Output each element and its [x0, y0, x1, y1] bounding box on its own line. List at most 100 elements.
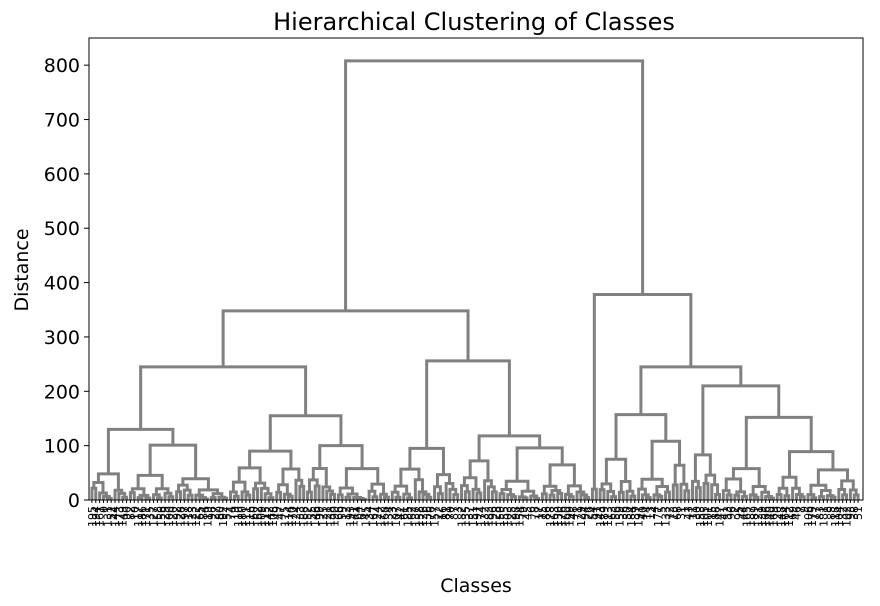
x-tick-label: 78: [529, 506, 542, 520]
x-tick-label: 8: [821, 506, 834, 513]
dendrogram-link-153: [694, 486, 702, 500]
x-tick-label: 24: [371, 506, 384, 520]
x-tick-label: 173: [113, 506, 126, 527]
x-tick-label: 80: [213, 506, 226, 520]
dendrogram-link-155: [702, 481, 710, 500]
dendrogram-link-76: [139, 365, 308, 430]
x-tick-label: 181: [817, 506, 830, 527]
x-tick-label: 11: [687, 506, 700, 520]
dendrogram-link-60: [311, 466, 328, 487]
x-tick-label: 65: [194, 506, 207, 520]
x-tick-label: 50: [621, 506, 634, 520]
x-tick-label: 4: [648, 506, 661, 513]
x-tick-label: 48: [567, 506, 580, 520]
x-tick-label: 139: [756, 506, 769, 527]
x-tick-label: 35: [144, 506, 157, 520]
dendrogram-link-179: [781, 475, 798, 489]
chart-title: Hierarchical Clustering of Classes: [273, 8, 675, 36]
x-tick-label: 137: [409, 506, 422, 527]
x-tick-label: 116: [244, 506, 257, 527]
x-tick-label: 81: [440, 506, 453, 520]
x-tick-label: 100: [163, 506, 176, 527]
dendrogram-link-124: [548, 463, 576, 487]
x-tick-label: 179: [806, 506, 819, 527]
x-tick-label: 109: [255, 506, 268, 527]
x-tick-label: 196: [486, 506, 499, 527]
x-tick-label: 96: [725, 506, 738, 520]
x-tick-label: 98: [205, 506, 218, 520]
x-tick-label: 149: [117, 506, 130, 527]
x-tick-label: 54: [586, 506, 599, 520]
x-tick-label: 190: [328, 506, 341, 527]
dendrogram-link-147: [671, 483, 679, 500]
x-tick-label: 47: [275, 506, 288, 520]
dendrogram-link-35: [232, 494, 240, 500]
x-tick-label: 170: [286, 506, 299, 527]
x-tick-label: 44: [737, 506, 750, 520]
x-tick-label: 77: [810, 506, 823, 520]
x-tick-label: 140: [764, 506, 777, 527]
x-tick-label: 168: [379, 506, 392, 527]
dendrogram-link-89: [452, 493, 460, 500]
x-tick-label: 23: [386, 506, 399, 520]
dendrogram-link-187: [841, 493, 849, 500]
dendrogram-link-50: [298, 484, 306, 500]
dendrogram-link-193: [788, 450, 835, 478]
x-axis: 1951941610131521441731499082101171861713…: [86, 500, 865, 527]
dendrogram-link-40: [252, 487, 259, 500]
y-axis-label: Distance: [11, 228, 33, 311]
x-tick-label: 125: [317, 506, 330, 527]
x-tick-label: 194: [90, 506, 103, 527]
dendrogram-link-130: [598, 488, 606, 500]
x-tick-label: 83: [814, 506, 827, 520]
x-tick-label: 191: [633, 506, 646, 527]
x-tick-label: 45: [521, 506, 534, 520]
x-tick-label: 106: [802, 506, 815, 527]
x-tick-label: 159: [613, 506, 626, 527]
x-tick-label: 165: [740, 506, 753, 527]
x-tick-label: 158: [413, 506, 426, 527]
x-tick-label: 46: [790, 506, 803, 520]
x-tick-label: 145: [359, 506, 372, 527]
x-tick-label: 121: [752, 506, 765, 527]
dendrogram-link-87: [436, 492, 444, 500]
x-tick-label: 111: [240, 506, 253, 527]
x-tick-label: 195: [86, 506, 99, 527]
x-tick-label: 97: [471, 506, 484, 520]
x-tick-label: 186: [136, 506, 149, 527]
dendrogram-link-94: [463, 490, 471, 500]
x-tick-label: 115: [259, 506, 272, 527]
x-tick-label: 183: [482, 506, 495, 527]
dendrogram-link-57: [329, 492, 336, 500]
y-tick-label-200: 200: [44, 381, 80, 403]
x-tick-label: 130: [552, 506, 565, 527]
x-tick-label: 103: [502, 506, 515, 527]
x-axis-label: Classes: [440, 575, 512, 597]
x-tick-label: 161: [94, 506, 107, 527]
x-tick-label: 117: [132, 506, 145, 527]
x-tick-label: 128: [174, 506, 187, 527]
x-tick-label: 60: [248, 506, 261, 520]
x-tick-label: 151: [467, 506, 480, 527]
x-tick-label: 141: [348, 506, 361, 527]
x-tick-label: 12: [340, 506, 353, 520]
dendrogram-link-115: [556, 491, 564, 500]
x-tick-label: 102: [841, 506, 854, 527]
x-tick-label: 66: [332, 506, 345, 520]
x-tick-label: 175: [278, 506, 291, 527]
x-tick-label: 132: [479, 506, 492, 527]
x-tick-label: 197: [178, 506, 191, 527]
x-tick-label: 171: [140, 506, 153, 527]
x-tick-label: 25: [506, 506, 519, 520]
x-tick-label: 188: [298, 506, 311, 527]
x-tick-label: 13: [644, 506, 657, 520]
x-tick-label: 19: [228, 506, 241, 520]
y-tick-label-800: 800: [44, 55, 80, 77]
x-tick-label: 113: [602, 506, 615, 527]
dendrogram-link-46: [275, 490, 283, 500]
x-tick-label: 155: [498, 506, 511, 527]
dendrogram-link-74: [318, 444, 364, 469]
x-tick-label: 39: [629, 506, 642, 520]
x-tick-label: 56: [610, 506, 623, 520]
dendrogram-link-55: [313, 484, 321, 500]
